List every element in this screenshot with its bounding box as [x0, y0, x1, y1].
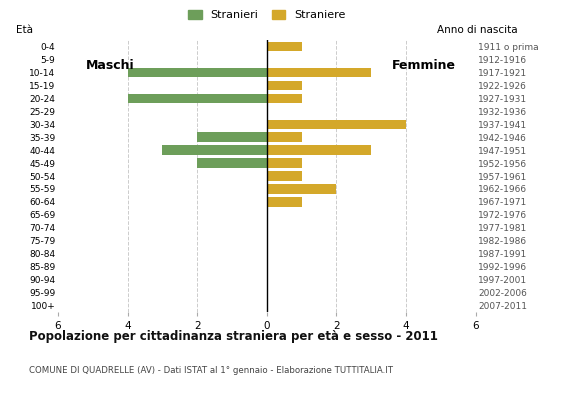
Bar [162, 146, 267, 155]
Bar [128, 94, 267, 103]
Text: Maschi: Maschi [86, 60, 135, 72]
Bar [267, 81, 302, 90]
Text: Anno di nascita: Anno di nascita [437, 24, 517, 34]
Text: Femmine: Femmine [392, 60, 455, 72]
Bar [267, 197, 302, 206]
Bar [267, 68, 371, 77]
Bar [267, 184, 336, 194]
Legend: Stranieri, Straniere: Stranieri, Straniere [185, 6, 349, 24]
Bar [267, 132, 302, 142]
Bar [267, 42, 302, 51]
Bar [267, 120, 406, 129]
Bar [128, 68, 267, 77]
Text: Popolazione per cittadinanza straniera per età e sesso - 2011: Popolazione per cittadinanza straniera p… [29, 330, 438, 343]
Bar [267, 158, 302, 168]
Bar [197, 158, 267, 168]
Text: COMUNE DI QUADRELLE (AV) - Dati ISTAT al 1° gennaio - Elaborazione TUTTITALIA.IT: COMUNE DI QUADRELLE (AV) - Dati ISTAT al… [29, 366, 393, 375]
Text: Età: Età [16, 24, 33, 34]
Bar [197, 132, 267, 142]
Bar [267, 171, 302, 181]
Bar [267, 146, 371, 155]
Bar [267, 94, 302, 103]
